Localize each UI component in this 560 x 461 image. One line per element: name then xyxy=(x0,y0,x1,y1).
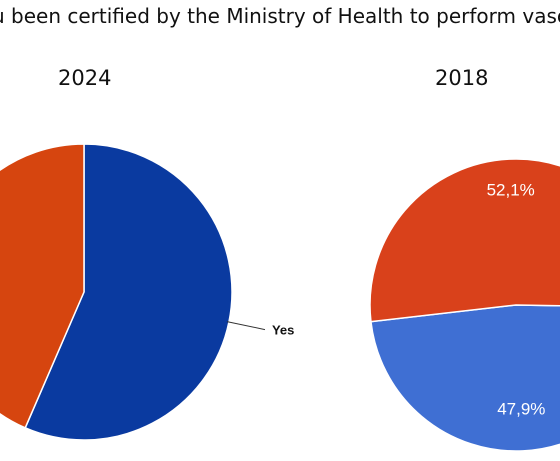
pie-2018-title: 2018 xyxy=(435,66,489,90)
pie-2018-label-1: 52,1% xyxy=(487,181,535,200)
pie-2018: 47,9% 52,1% xyxy=(369,158,560,452)
pie-2024-slice-1 xyxy=(0,143,85,429)
pie-2018-label-0: 47,9% xyxy=(497,399,545,418)
pie-2018-slice-0 xyxy=(370,304,560,452)
pie-2024: Yes xyxy=(0,143,294,441)
pie-2024-title: 2024 xyxy=(58,66,112,90)
chart-title: u been certified by the Ministry of Heal… xyxy=(0,4,560,28)
pie-2024-leader-line xyxy=(226,321,266,331)
pie-2018-slice-1 xyxy=(369,158,560,323)
pie-2024-label-0: Yes xyxy=(272,323,294,338)
